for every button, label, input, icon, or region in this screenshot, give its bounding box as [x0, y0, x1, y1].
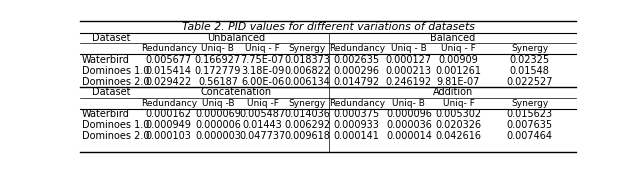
- Text: 0.000162: 0.000162: [146, 109, 192, 119]
- Text: 0.000213: 0.000213: [386, 66, 432, 76]
- Text: 0.000014: 0.000014: [386, 131, 432, 141]
- Text: Synergy: Synergy: [511, 44, 548, 53]
- Text: 0.000003: 0.000003: [195, 131, 241, 141]
- Text: Waterbird: Waterbird: [82, 109, 130, 119]
- Text: Uniq -F: Uniq -F: [246, 99, 278, 108]
- Text: 7.75E-07: 7.75E-07: [241, 55, 284, 65]
- Text: 0.015623: 0.015623: [507, 109, 553, 119]
- Text: 0.009618: 0.009618: [284, 131, 330, 141]
- Text: 0.018373: 0.018373: [284, 55, 330, 65]
- Text: 0.01548: 0.01548: [509, 66, 550, 76]
- Text: Synergy: Synergy: [289, 99, 326, 108]
- Text: 0.042616: 0.042616: [435, 131, 481, 141]
- Text: Dominoes 2.0: Dominoes 2.0: [82, 77, 150, 87]
- Text: 0.56187: 0.56187: [198, 77, 238, 87]
- Text: Dominoes 1.0: Dominoes 1.0: [82, 66, 149, 76]
- Text: 0.005302: 0.005302: [435, 109, 481, 119]
- Text: 0.000096: 0.000096: [386, 109, 432, 119]
- Text: 0.000949: 0.000949: [146, 120, 192, 130]
- Text: Table 2. PID values for different variations of datasets: Table 2. PID values for different variat…: [182, 22, 474, 32]
- Text: 0.006822: 0.006822: [284, 66, 330, 76]
- Text: Unbalanced: Unbalanced: [207, 33, 265, 43]
- Text: Uniq - F: Uniq - F: [441, 44, 476, 53]
- Text: 6.00E-06: 6.00E-06: [241, 77, 284, 87]
- Text: Synergy: Synergy: [511, 99, 548, 108]
- Text: Balanced: Balanced: [430, 33, 476, 43]
- Text: Synergy: Synergy: [289, 44, 326, 53]
- Text: 0.000141: 0.000141: [334, 131, 380, 141]
- Text: 0.002635: 0.002635: [333, 55, 380, 65]
- Text: 3.18E-09: 3.18E-09: [241, 66, 284, 76]
- Text: 0.172779: 0.172779: [195, 66, 241, 76]
- Text: 0.020326: 0.020326: [435, 120, 481, 130]
- Text: Uniq - F: Uniq - F: [245, 44, 280, 53]
- Text: Dataset: Dataset: [92, 87, 131, 97]
- Text: Uniq - B: Uniq - B: [391, 44, 427, 53]
- Text: Uniq- F: Uniq- F: [442, 99, 474, 108]
- Text: 0.000127: 0.000127: [386, 55, 432, 65]
- Text: Waterbird: Waterbird: [82, 55, 130, 65]
- Text: 0.015414: 0.015414: [146, 66, 192, 76]
- Text: Redundancy: Redundancy: [329, 99, 385, 108]
- Text: Addition: Addition: [433, 87, 473, 97]
- Text: 0.01443: 0.01443: [243, 120, 282, 130]
- Text: 0.029422: 0.029422: [146, 77, 192, 87]
- Text: 0.000296: 0.000296: [334, 66, 380, 76]
- Text: 0.005487: 0.005487: [239, 109, 285, 119]
- Text: 0.02325: 0.02325: [509, 55, 550, 65]
- Text: Redundancy: Redundancy: [141, 99, 197, 108]
- Text: 0.246192: 0.246192: [386, 77, 432, 87]
- Text: 0.000036: 0.000036: [386, 120, 432, 130]
- Text: 0.007464: 0.007464: [507, 131, 552, 141]
- Text: 0.007635: 0.007635: [507, 120, 553, 130]
- Text: 0.014036: 0.014036: [284, 109, 330, 119]
- Text: 0.001261: 0.001261: [435, 66, 481, 76]
- Text: Dominoes 2.0: Dominoes 2.0: [82, 131, 150, 141]
- Text: 9.81E-07: 9.81E-07: [436, 77, 480, 87]
- Text: 0.005677: 0.005677: [146, 55, 192, 65]
- Text: Uniq -B: Uniq -B: [202, 99, 234, 108]
- Text: 0.022527: 0.022527: [506, 77, 553, 87]
- Text: 0.000069: 0.000069: [195, 109, 241, 119]
- Text: 0.166927: 0.166927: [195, 55, 241, 65]
- Text: Uniq- B: Uniq- B: [202, 44, 234, 53]
- Text: 0.000933: 0.000933: [334, 120, 380, 130]
- Text: 0.000375: 0.000375: [333, 109, 380, 119]
- Text: 0.014792: 0.014792: [333, 77, 380, 87]
- Text: 0.006134: 0.006134: [284, 77, 330, 87]
- Text: Redundancy: Redundancy: [141, 44, 197, 53]
- Text: Uniq- B: Uniq- B: [392, 99, 426, 108]
- Text: 0.00909: 0.00909: [438, 55, 478, 65]
- Text: 0.006292: 0.006292: [284, 120, 330, 130]
- Text: 0.047737: 0.047737: [239, 131, 285, 141]
- Text: Dataset: Dataset: [92, 33, 131, 43]
- Text: 0.000103: 0.000103: [146, 131, 192, 141]
- Text: Dominoes 1.0: Dominoes 1.0: [82, 120, 149, 130]
- Text: 0.000006: 0.000006: [195, 120, 241, 130]
- Text: Redundancy: Redundancy: [329, 44, 385, 53]
- Text: Concatenation: Concatenation: [200, 87, 271, 97]
